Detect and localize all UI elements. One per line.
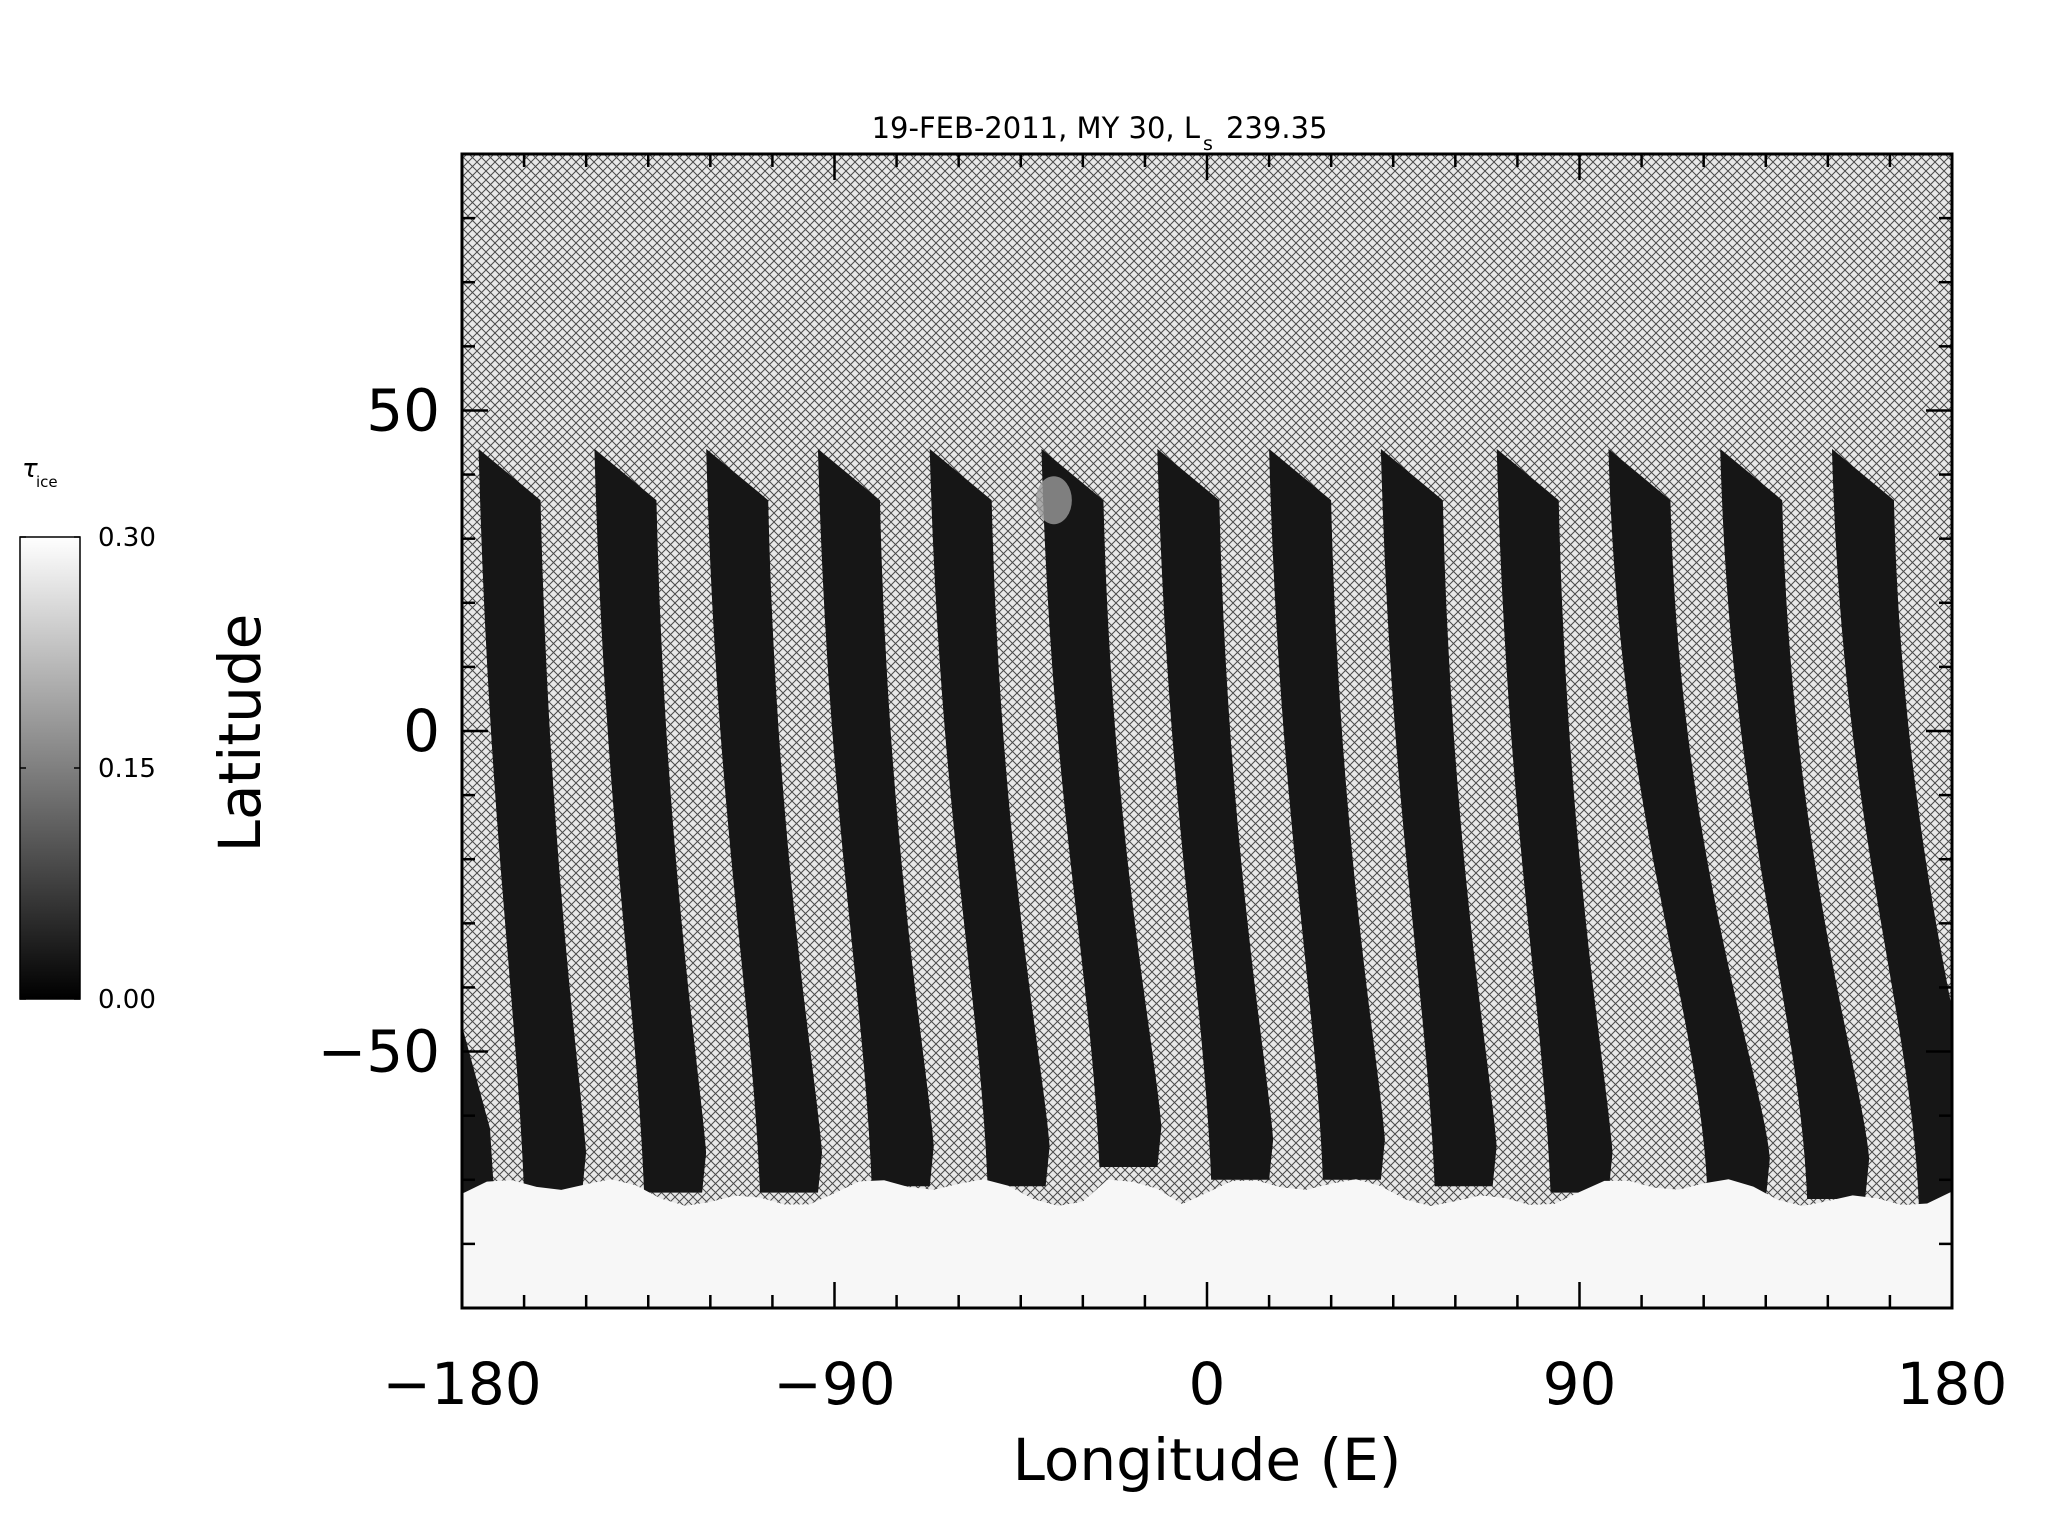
colorbar-tick-label: 0.00	[98, 985, 156, 1015]
swath-band	[1041, 448, 1162, 1167]
swath-band	[706, 448, 822, 1193]
colorbar-gradient	[19, 536, 81, 1000]
y-axis-label: Latitude	[206, 614, 274, 853]
chart-title: 19-FEB-2011, MY 30, L s 239.35	[872, 111, 1328, 155]
swath-band	[462, 1025, 494, 1193]
colorbar-ticks: 0.30 0.15 0.00	[20, 523, 156, 1015]
swath-band	[1380, 448, 1497, 1187]
swath-band	[1157, 448, 1274, 1180]
title-value: 239.35	[1226, 111, 1327, 145]
swath-band	[1269, 448, 1385, 1180]
colorbar-tick-label: 0.15	[98, 754, 156, 784]
colorbar-label-subscript: ice	[36, 473, 58, 491]
colorbar: τ ice 0.30 0.15 0.00	[19, 454, 156, 1015]
colorbar-tick-label: 0.30	[98, 523, 156, 553]
swath-layer	[462, 448, 1952, 1206]
swath-band	[594, 448, 707, 1193]
x-tick-label: 180	[1897, 1350, 2008, 1418]
swath-band	[1496, 448, 1613, 1193]
y-tick-labels: −50 0 50	[318, 376, 440, 1085]
swath-band	[478, 448, 587, 1193]
x-tick-labels: −180 −90 0 90 180	[382, 1350, 2007, 1418]
ice-cloud-patch	[1035, 476, 1072, 525]
x-tick-label: 0	[1189, 1350, 1226, 1418]
swath-band	[1720, 448, 1870, 1200]
y-tick-label: 0	[403, 697, 440, 765]
swath-band	[1831, 448, 1952, 1206]
y-tick-label: 50	[366, 376, 440, 444]
title-text: 19-FEB-2011, MY 30, L	[872, 111, 1200, 145]
x-tick-label: −90	[773, 1350, 895, 1418]
x-axis-label: Longitude (E)	[1013, 1426, 1402, 1494]
title-subscript: s	[1203, 133, 1213, 155]
swath-band	[817, 448, 934, 1187]
x-tick-label: −180	[382, 1350, 541, 1418]
x-tick-label: 90	[1543, 1350, 1617, 1418]
swath-band	[929, 448, 1050, 1187]
axis-ticks	[460, 152, 1954, 1310]
south-polar-ice-region	[462, 1179, 1952, 1308]
plot-area	[460, 152, 1954, 1310]
swath-band	[1608, 448, 1770, 1200]
y-tick-label: −50	[318, 1018, 440, 1086]
colorbar-label: τ	[22, 454, 38, 484]
